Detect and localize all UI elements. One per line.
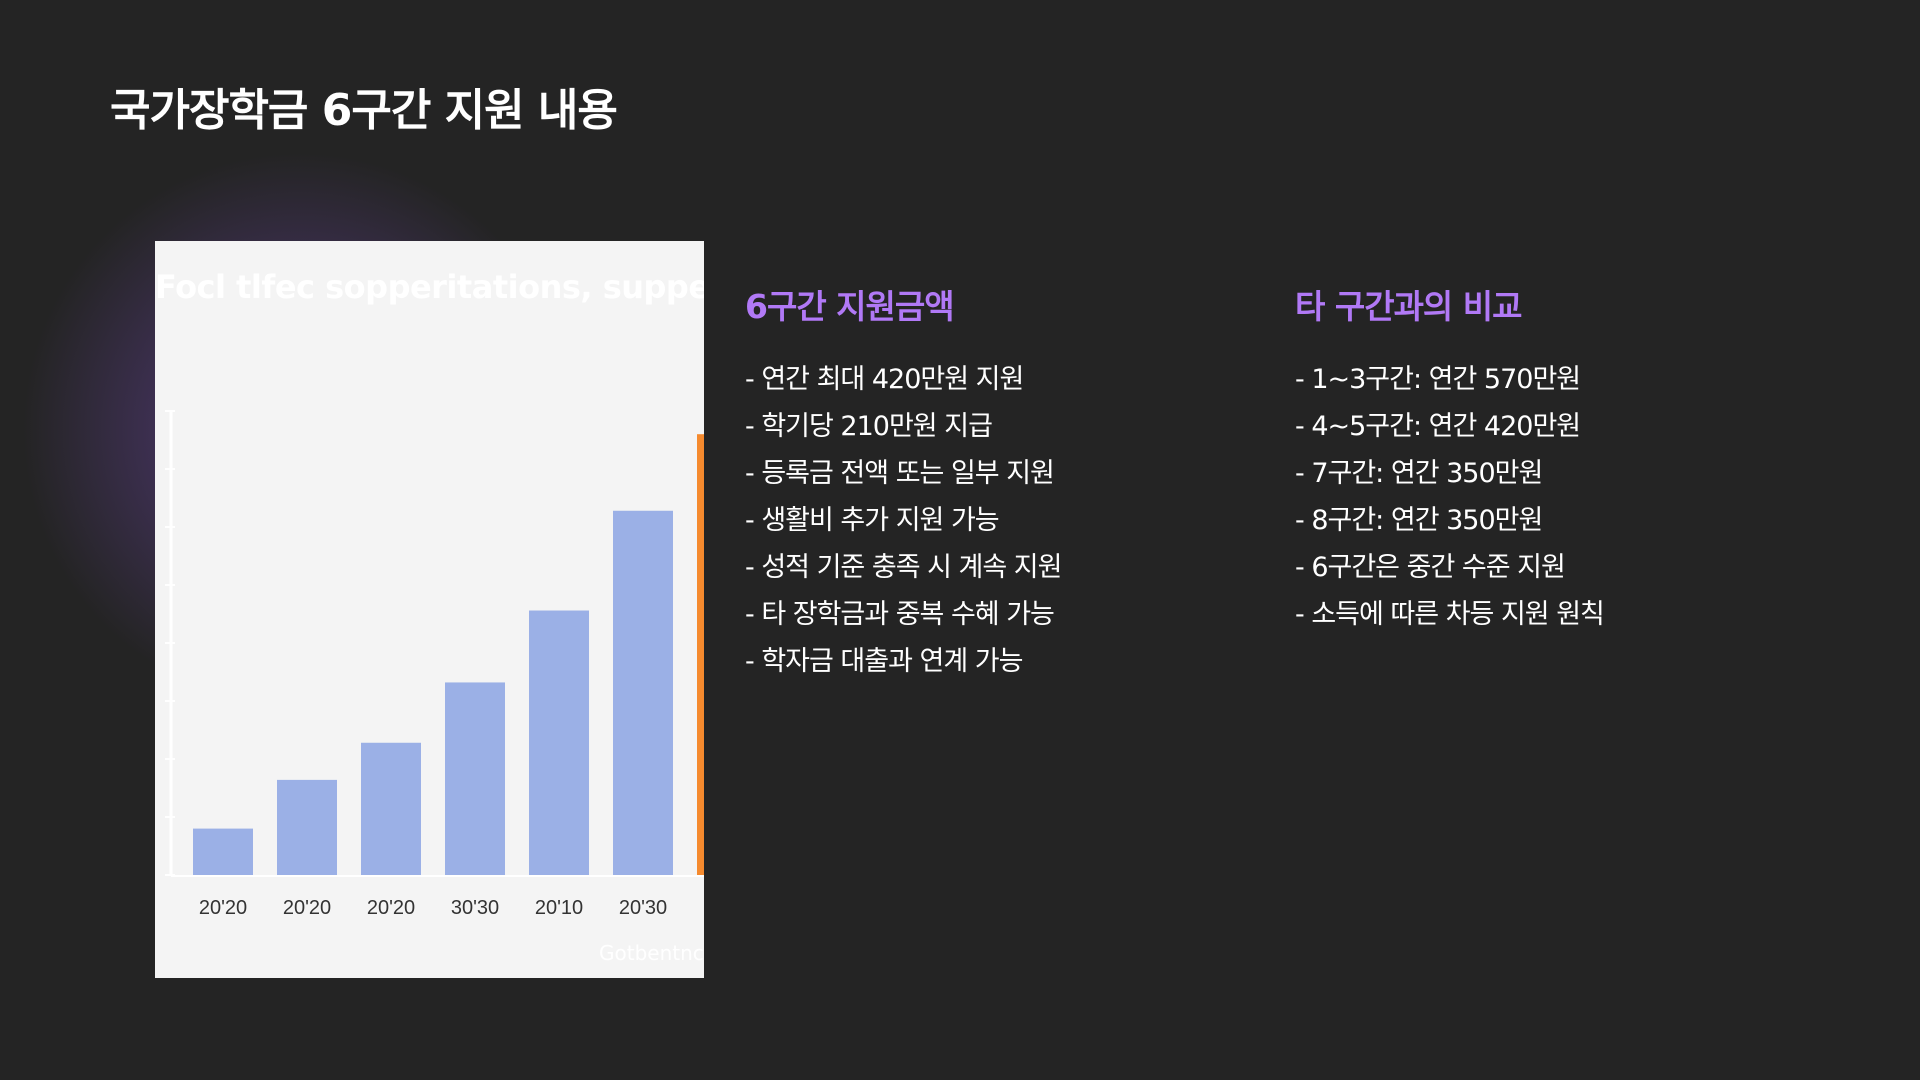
- list-item: - 연간 최대 420만원 지원: [745, 364, 1024, 395]
- support-amount-title: 6구간 지원금액: [745, 287, 955, 326]
- chart-credit: Gotbentnc: [599, 941, 704, 965]
- x-tick-label: 30'30: [451, 897, 499, 919]
- x-tick-label: 20'20: [367, 897, 415, 919]
- comparison-section: 타 구간과의 비교 - 1~3구간: 연간 570만원 - 4~5구간: 연간 …: [1295, 280, 1855, 638]
- list-item: - 생활비 추가 지원 가능: [745, 505, 1000, 536]
- list-item: - 등록금 전액 또는 일부 지원: [745, 458, 1055, 489]
- x-tick-label: 20'30: [619, 897, 667, 919]
- chart-bar: [529, 610, 589, 875]
- list-item: - 7구간: 연간 350만원: [1295, 458, 1543, 489]
- x-tick-label: 2: [703, 897, 704, 919]
- bar-chart: 20'20 20'20 20'20 30'30 20'10 20'30 2: [165, 410, 704, 919]
- list-item: - 성적 기준 충족 시 계속 지원: [745, 552, 1062, 583]
- chart-bar: [361, 742, 421, 875]
- chart-title: Focl tlfec sopperitations, supper agdst …: [155, 268, 704, 306]
- list-item: - 1~3구간: 연간 570만원: [1295, 364, 1581, 395]
- x-tick-label: 20'20: [283, 897, 331, 919]
- comparison-title: 타 구간과의 비교: [1295, 287, 1523, 326]
- support-amount-list: - 연간 최대 420만원 지원 - 학기당 210만원 지급 - 등록금 전액…: [745, 356, 1265, 685]
- chart-image: 20'20 20'20 20'20 30'30 20'10 20'30 2 Focl tlf…: [155, 241, 704, 978]
- chart-bar: [613, 510, 673, 875]
- comparison-list: - 1~3구간: 연간 570만원 - 4~5구간: 연간 420만원 - 7구…: [1295, 356, 1855, 638]
- list-item: - 4~5구간: 연간 420만원: [1295, 411, 1581, 442]
- list-item: - 학자금 대출과 연계 가능: [745, 646, 1023, 677]
- chart-bar: [277, 779, 337, 875]
- page-title: 국가장학금 6구간 지원 내용: [110, 85, 618, 136]
- list-item: - 8구간: 연간 350만원: [1295, 505, 1543, 536]
- support-amount-section: 6구간 지원금액 - 연간 최대 420만원 지원 - 학기당 210만원 지급…: [745, 280, 1265, 685]
- x-tick-label: 20'20: [199, 897, 247, 919]
- chart-bar: [445, 682, 505, 875]
- list-item: - 학기당 210만원 지급: [745, 411, 993, 442]
- list-item: - 소득에 따른 차등 지원 원칙: [1295, 599, 1605, 630]
- list-item: - 타 장학금과 중복 수혜 가능: [745, 599, 1055, 630]
- chart-bar: [697, 434, 704, 875]
- chart-bar: [193, 828, 253, 875]
- list-item: - 6구간은 중간 수준 지원: [1295, 552, 1566, 583]
- x-tick-label: 20'10: [535, 897, 583, 919]
